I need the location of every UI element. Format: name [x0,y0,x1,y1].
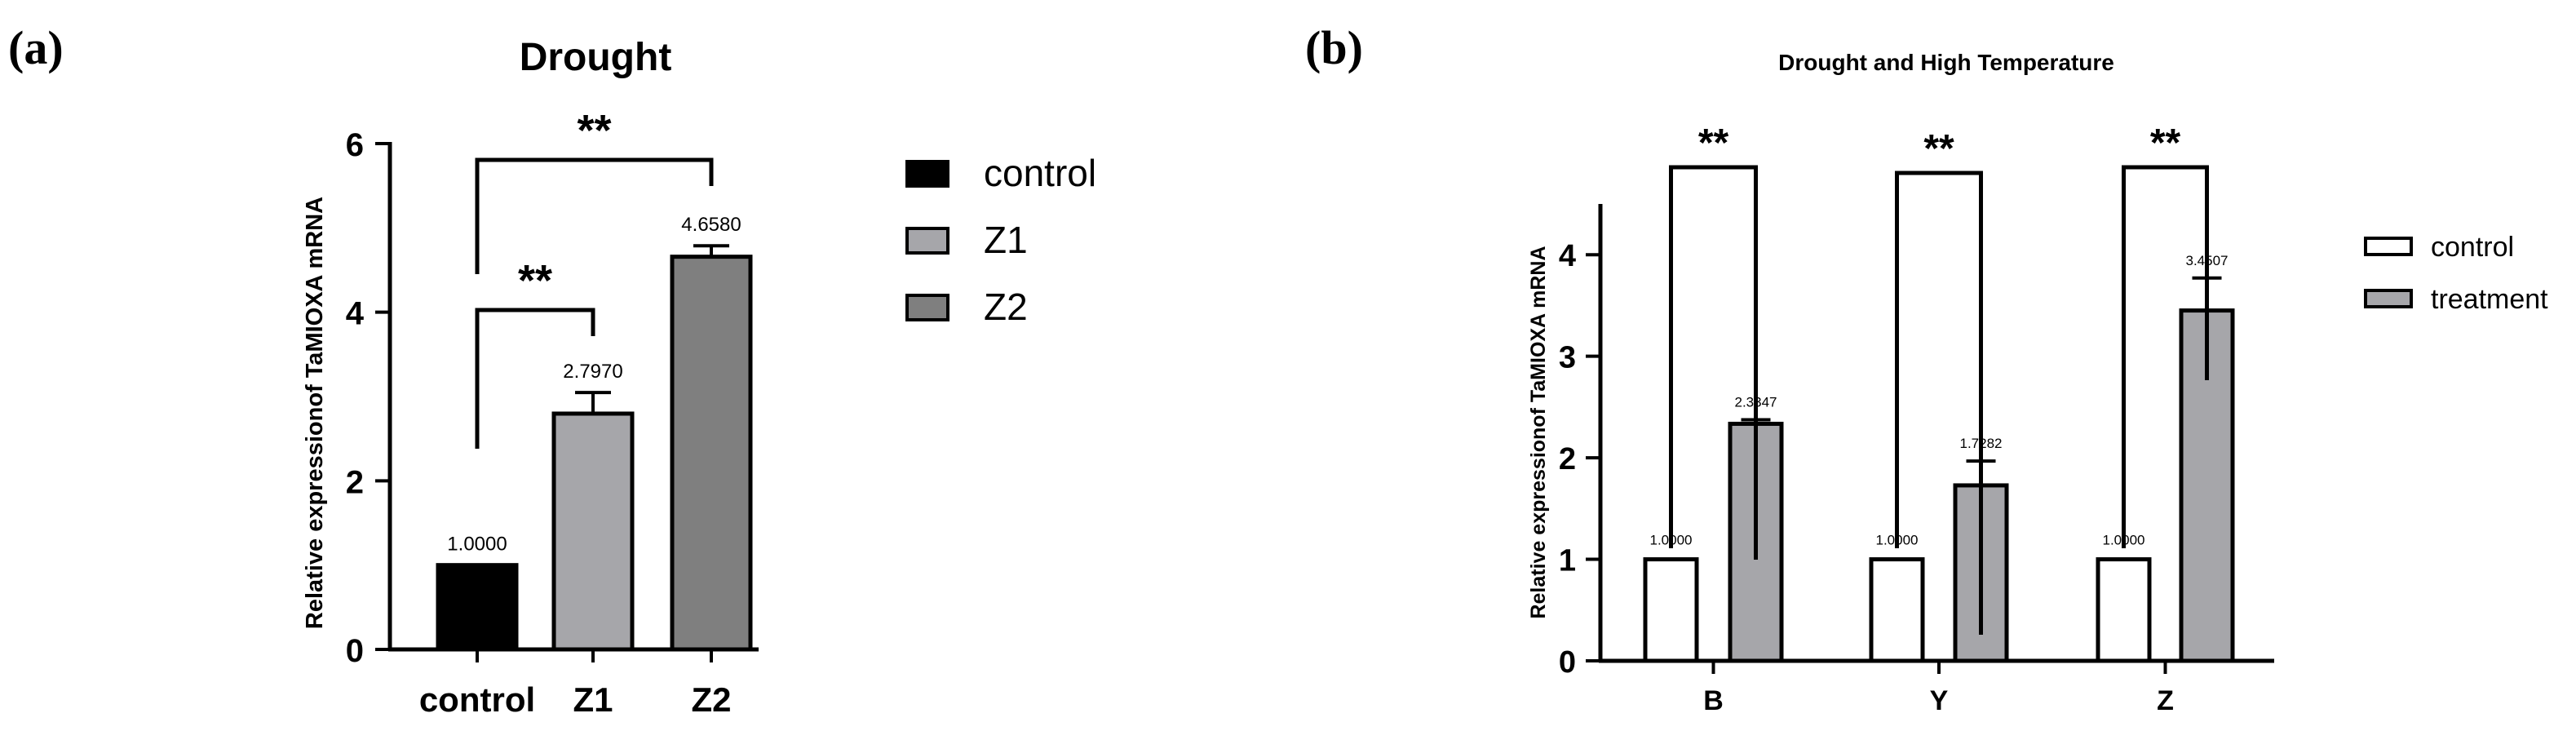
bar-control-Z [2096,557,2152,663]
chart-title: Drought and High Temperature [1778,50,2114,75]
significance-label: ** [577,106,611,155]
significance-label: ** [1698,122,1729,165]
x-tick-label: Z [2157,685,2174,716]
bar-Z1 [551,411,635,652]
bar-control-Y [1869,557,1925,663]
y-tick-label: 4 [1559,239,1576,273]
significance-bracket [2122,165,2209,548]
y-tick-label: 2 [1559,442,1576,476]
legend-swatch [905,294,949,321]
x-tick-label: B [1703,685,1724,716]
panel-label: (a) [8,21,64,74]
y-tick-label: 6 [346,127,364,163]
bar-control-B [1643,557,1699,663]
x-tick-label: control [419,680,535,719]
bar-control [436,563,519,652]
value-label: 4.6580 [681,214,741,236]
chart-title: Drought [520,36,672,79]
y-axis-label: Relative expressionof TaMIOXA mRNA [1527,246,1550,618]
y-tick-label: 3 [1559,341,1576,375]
y-tick-label: 2 [346,464,364,500]
x-tick-label: Z1 [573,680,613,719]
significance-label: ** [1923,127,1954,171]
legend-label: Z1 [984,219,1028,261]
panel-label: (b) [1305,21,1363,74]
value-label: 2.7970 [563,361,622,383]
significance-label: ** [518,256,552,305]
significance-bracket [475,157,714,274]
bar-Z2 [670,255,753,652]
panel-b: (b) Drought and High Temperature 0 1 2 3 4 Rela… [1305,21,2548,716]
legend-label: control [2431,232,2514,263]
significance-bracket [1895,171,1983,635]
y-tick-label: 0 [1559,645,1576,680]
legend-swatch [905,227,949,255]
legend-swatch [905,160,949,188]
x-tick-label: Z2 [691,680,731,719]
legend-label: treatment [2431,284,2548,315]
significance-bracket [475,308,595,449]
y-tick-label: 4 [346,296,365,332]
legend-label: control [984,152,1096,194]
significance-bracket [1669,165,1758,560]
x-tick-label: Y [1930,685,1949,716]
legend-swatch [2364,237,2413,256]
y-tick-label: 0 [346,633,364,669]
significance-label: ** [2150,122,2181,165]
panel-a: (a) Drought 0 2 4 6 Relative expressionof TaMI… [8,21,1096,719]
y-axis-label: Relative expressionof TaMIOXA mRNA [302,197,328,629]
legend-swatch [2364,289,2413,308]
value-label: 1.0000 [447,534,507,556]
y-tick-label: 1 [1559,544,1576,578]
legend-label: Z2 [984,286,1028,328]
